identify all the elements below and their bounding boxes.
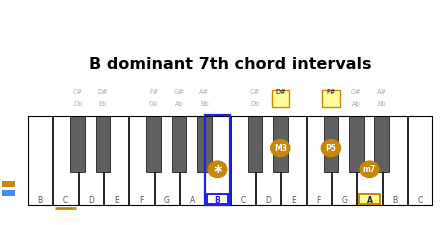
Text: D: D [88, 196, 94, 205]
Bar [408, 116, 432, 205]
Circle shape [360, 161, 379, 178]
Bar [28, 116, 432, 205]
Text: P5: P5 [326, 144, 336, 153]
Bar [332, 116, 356, 205]
Text: C: C [240, 196, 246, 205]
Bar [323, 116, 338, 171]
Text: D: D [265, 196, 271, 205]
Text: G: G [341, 196, 347, 205]
Bar [2, 190, 15, 196]
Bar [281, 116, 306, 205]
Bar [359, 194, 380, 204]
Text: F: F [139, 196, 144, 205]
Bar [2, 181, 15, 187]
Text: A#: A# [377, 90, 387, 95]
Text: Ab: Ab [352, 101, 361, 107]
Text: Bb: Bb [200, 101, 209, 107]
Text: A#: A# [199, 90, 209, 95]
Bar [172, 116, 186, 171]
Text: B dominant 7th chord intervals: B dominant 7th chord intervals [89, 57, 371, 72]
Text: A: A [367, 196, 372, 205]
Bar [205, 116, 230, 205]
Bar [70, 116, 85, 171]
Text: m7: m7 [363, 165, 376, 174]
Text: ∗: ∗ [212, 163, 223, 176]
Text: B: B [37, 196, 43, 205]
Bar [197, 116, 212, 171]
Circle shape [208, 161, 227, 178]
Bar [154, 116, 179, 205]
Text: A: A [367, 196, 372, 205]
Text: A: A [190, 196, 195, 205]
Bar [323, 90, 340, 107]
Bar [231, 116, 255, 205]
Text: B: B [215, 196, 220, 205]
Text: C#: C# [73, 90, 83, 95]
Bar [79, 116, 103, 205]
Bar [271, 90, 289, 107]
Bar [104, 116, 128, 205]
Bar [256, 116, 280, 205]
Bar [383, 116, 407, 205]
Text: G#: G# [174, 90, 184, 95]
Bar [357, 116, 381, 205]
Text: D#: D# [275, 90, 286, 95]
Text: Bb: Bb [377, 101, 386, 107]
Text: C: C [418, 196, 423, 205]
Bar [180, 116, 204, 205]
Circle shape [271, 140, 290, 157]
Text: F: F [316, 196, 321, 205]
Text: G#: G# [351, 90, 362, 95]
Bar [307, 116, 331, 205]
Text: Gb: Gb [149, 101, 158, 107]
Text: C: C [63, 196, 68, 205]
Bar [146, 116, 161, 171]
Bar [349, 116, 363, 171]
Bar [95, 116, 110, 171]
Bar [273, 116, 288, 171]
Bar [205, 115, 230, 205]
Text: E: E [291, 196, 296, 205]
Bar [374, 116, 389, 171]
Text: basicmusictheory.com: basicmusictheory.com [7, 85, 11, 140]
Text: F#: F# [326, 90, 336, 95]
Text: B: B [392, 196, 397, 205]
Bar [28, 116, 52, 205]
Circle shape [321, 140, 341, 157]
Bar [207, 194, 228, 204]
Text: B: B [215, 196, 220, 205]
Bar [129, 116, 154, 205]
Text: Ab: Ab [175, 101, 183, 107]
Text: Db: Db [73, 101, 82, 107]
Text: M3: M3 [274, 144, 287, 153]
Text: G: G [164, 196, 170, 205]
Text: F#: F# [149, 90, 158, 95]
Text: Db: Db [250, 101, 260, 107]
Text: Eb: Eb [99, 101, 107, 107]
Bar [248, 116, 262, 171]
Text: E: E [114, 196, 118, 205]
Text: C#: C# [250, 90, 260, 95]
Bar [53, 116, 77, 205]
Text: D#: D# [98, 90, 108, 95]
